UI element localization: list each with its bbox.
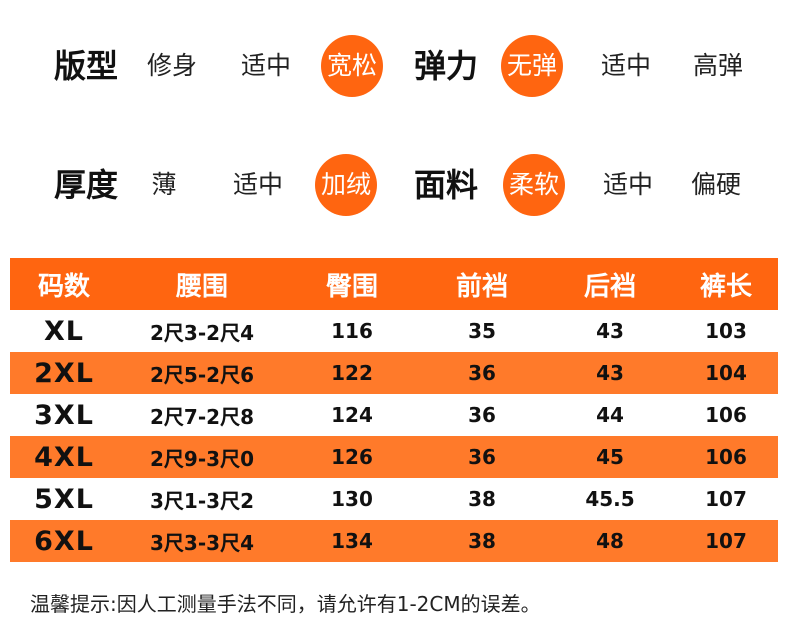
attribute-row-fit-stretch: 版型 修身 适中 宽松 弹力 无弹 适中 高弹 (0, 26, 790, 106)
fit-option-loose-selected: 宽松 (312, 26, 392, 106)
attribute-row-thickness-fabric: 厚度 薄 适中 加绒 面料 柔软 适中 偏硬 (0, 145, 790, 225)
back-rise-cell: 48 (596, 529, 624, 553)
front-rise-cell: 36 (468, 403, 496, 427)
waist-cell: 3尺3-3尺4 (150, 530, 254, 555)
header-front-rise: 前裆 (455, 271, 508, 302)
table-row: 5XL 3尺1-3尺2 130 38 45.5 107 (10, 478, 778, 520)
front-rise-cell: 38 (468, 487, 496, 511)
stretch-option-medium: 适中 (600, 51, 651, 80)
hip-cell: 130 (331, 487, 373, 511)
front-rise-cell: 38 (468, 529, 496, 553)
hip-cell: 126 (331, 445, 373, 469)
waist-cell: 2尺7-2尺8 (150, 404, 254, 429)
measurement-note: 温馨提示:因人工测量手法不同，请允许有1-2CM的误差。 (30, 592, 541, 616)
back-rise-cell: 45.5 (585, 487, 635, 511)
size-cell: 3XL (34, 399, 94, 431)
header-back-rise: 后裆 (583, 271, 636, 302)
front-rise-cell: 36 (468, 445, 496, 469)
front-rise-cell: 35 (468, 319, 496, 343)
length-cell: 104 (705, 361, 747, 385)
stretch-label: 弹力 (414, 47, 479, 85)
fabric-option-soft-selected: 柔软 (494, 145, 574, 225)
size-cell: 4XL (34, 441, 94, 473)
back-rise-cell: 44 (596, 403, 624, 427)
fabric-option-stiff: 偏硬 (690, 170, 741, 199)
hip-cell: 116 (331, 319, 373, 343)
size-cell: 2XL (34, 357, 94, 389)
size-table: 码数 腰围 臀围 前裆 后裆 裤长 XL 2尺3-2尺4 116 35 43 1… (10, 258, 778, 562)
size-cell: 5XL (34, 483, 94, 515)
table-row: XL 2尺3-2尺4 116 35 43 103 (10, 310, 778, 352)
hip-cell: 134 (331, 529, 373, 553)
fit-option-regular: 适中 (240, 51, 291, 80)
table-row: 4XL 2尺9-3尺0 126 36 45 106 (10, 436, 778, 478)
stretch-option-none-selected: 无弹 (492, 26, 572, 106)
header-length: 裤长 (699, 271, 752, 302)
fit-label: 版型 (54, 47, 119, 85)
header-size: 码数 (37, 271, 90, 302)
length-cell: 106 (705, 445, 747, 469)
back-rise-cell: 43 (596, 319, 624, 343)
table-row: 2XL 2尺5-2尺6 122 36 43 104 (10, 352, 778, 394)
thickness-label: 厚度 (54, 166, 119, 204)
back-rise-cell: 45 (596, 445, 624, 469)
size-cell: 6XL (34, 525, 94, 557)
hip-cell: 124 (331, 403, 373, 427)
waist-cell: 2尺9-3尺0 (150, 446, 254, 471)
header-hip: 臀围 (325, 271, 378, 302)
length-cell: 107 (705, 529, 747, 553)
size-table-header: 码数 腰围 臀围 前裆 后裆 裤长 (10, 258, 778, 310)
length-cell: 106 (705, 403, 747, 427)
front-rise-cell: 36 (468, 361, 496, 385)
length-cell: 107 (705, 487, 747, 511)
thickness-option-medium: 适中 (232, 170, 283, 199)
header-waist: 腰围 (175, 271, 228, 302)
back-rise-cell: 43 (596, 361, 624, 385)
thickness-option-thin: 薄 (151, 170, 177, 199)
waist-cell: 2尺3-2尺4 (150, 320, 254, 345)
fabric-label: 面料 (414, 166, 479, 204)
size-cell: XL (43, 315, 85, 347)
table-row: 3XL 2尺7-2尺8 124 36 44 106 (10, 394, 778, 436)
length-cell: 103 (705, 319, 747, 343)
table-row: 6XL 3尺3-3尺4 134 38 48 107 (10, 520, 778, 562)
thickness-option-fleece-selected: 加绒 (306, 145, 386, 225)
hip-cell: 122 (331, 361, 373, 385)
waist-cell: 3尺1-3尺2 (150, 488, 254, 513)
fit-option-slim: 修身 (146, 51, 197, 80)
waist-cell: 2尺5-2尺6 (150, 362, 254, 387)
fabric-option-medium: 适中 (602, 170, 653, 199)
stretch-option-high: 高弹 (692, 51, 743, 80)
